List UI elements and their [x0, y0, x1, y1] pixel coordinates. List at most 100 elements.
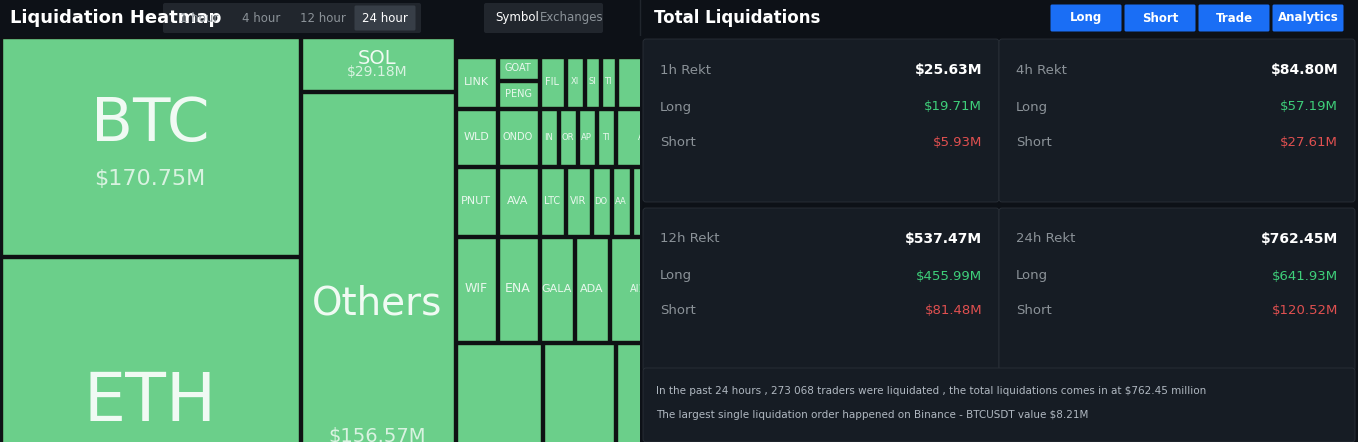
Text: FIL: FIL — [545, 77, 559, 87]
FancyBboxPatch shape — [617, 110, 671, 164]
Text: Analytics: Analytics — [1278, 11, 1339, 24]
Text: VIR: VIR — [570, 196, 587, 206]
FancyBboxPatch shape — [301, 38, 454, 89]
Text: IN: IN — [545, 133, 553, 141]
FancyBboxPatch shape — [540, 237, 573, 340]
Text: Exchanges: Exchanges — [540, 11, 604, 24]
FancyBboxPatch shape — [540, 168, 564, 235]
Text: Short: Short — [660, 136, 695, 149]
Text: PENG: PENG — [505, 89, 531, 99]
FancyBboxPatch shape — [456, 110, 496, 164]
Text: Short: Short — [1142, 11, 1179, 24]
Text: Long: Long — [1070, 11, 1103, 24]
Text: WIF: WIF — [464, 282, 488, 296]
Text: GOAT: GOAT — [505, 63, 531, 73]
FancyBboxPatch shape — [498, 168, 538, 235]
Text: Short: Short — [1016, 136, 1051, 149]
FancyBboxPatch shape — [618, 57, 671, 107]
Text: 24 hour: 24 hour — [363, 11, 407, 24]
Text: LINK: LINK — [463, 77, 489, 87]
FancyBboxPatch shape — [483, 3, 603, 33]
FancyBboxPatch shape — [301, 92, 454, 442]
Text: $29.18M: $29.18M — [348, 65, 407, 79]
FancyBboxPatch shape — [498, 57, 538, 79]
Text: $57.19M: $57.19M — [1281, 100, 1338, 114]
Text: AI16: AI16 — [630, 284, 652, 294]
FancyBboxPatch shape — [498, 81, 538, 107]
FancyBboxPatch shape — [585, 57, 599, 107]
Text: XI: XI — [570, 77, 579, 87]
Text: FA: FA — [646, 197, 656, 206]
Text: 4 hour: 4 hour — [242, 11, 280, 24]
Text: GALA: GALA — [542, 284, 572, 294]
Text: PNUT: PNUT — [460, 196, 492, 206]
FancyBboxPatch shape — [540, 57, 564, 107]
Text: $156.57M: $156.57M — [329, 427, 426, 442]
FancyBboxPatch shape — [642, 208, 999, 371]
FancyBboxPatch shape — [598, 110, 614, 164]
FancyBboxPatch shape — [592, 168, 610, 235]
Text: Short: Short — [1016, 305, 1051, 317]
Text: $19.71M: $19.71M — [925, 100, 982, 114]
FancyBboxPatch shape — [498, 237, 538, 340]
Text: $762.45M: $762.45M — [1260, 232, 1338, 246]
Text: 1h Rekt: 1h Rekt — [660, 64, 712, 76]
Text: $537.47M: $537.47M — [904, 232, 982, 246]
Text: DO: DO — [595, 197, 607, 206]
Text: 12h Rekt: 12h Rekt — [660, 232, 720, 245]
Text: The largest single liquidation order happened on Binance - BTCUSDT value $8.21M: The largest single liquidation order hap… — [656, 410, 1088, 420]
FancyBboxPatch shape — [566, 168, 589, 235]
Text: ADA: ADA — [580, 284, 603, 294]
FancyBboxPatch shape — [576, 237, 607, 340]
Text: Long: Long — [660, 270, 693, 282]
Text: In the past 24 hours , 273 068 traders were liquidated , the total liquidations : In the past 24 hours , 273 068 traders w… — [656, 386, 1206, 396]
FancyBboxPatch shape — [642, 39, 999, 202]
Text: Symbol: Symbol — [496, 11, 539, 24]
FancyBboxPatch shape — [163, 3, 421, 33]
FancyBboxPatch shape — [602, 57, 615, 107]
FancyBboxPatch shape — [999, 39, 1355, 202]
Text: M: M — [641, 77, 648, 87]
FancyBboxPatch shape — [456, 168, 496, 235]
FancyBboxPatch shape — [999, 208, 1355, 371]
Text: 12 hour: 12 hour — [300, 11, 346, 24]
Text: $25.63M: $25.63M — [914, 63, 982, 77]
FancyBboxPatch shape — [540, 110, 557, 164]
Text: Short: Short — [660, 305, 695, 317]
Text: TI: TI — [604, 77, 611, 87]
Text: WLD: WLD — [463, 132, 489, 142]
Text: Long: Long — [1016, 270, 1048, 282]
FancyBboxPatch shape — [579, 110, 595, 164]
FancyBboxPatch shape — [1124, 4, 1195, 31]
Text: TI: TI — [602, 133, 610, 141]
FancyBboxPatch shape — [498, 110, 538, 164]
Text: $84.80M: $84.80M — [1270, 63, 1338, 77]
FancyBboxPatch shape — [1051, 4, 1122, 31]
Text: AP: AP — [638, 133, 649, 141]
Text: Liquidation Heatmap: Liquidation Heatmap — [10, 9, 221, 27]
Text: $170.75M: $170.75M — [94, 169, 205, 189]
Text: $27.61M: $27.61M — [1281, 136, 1338, 149]
FancyBboxPatch shape — [566, 57, 583, 107]
Text: 24h Rekt: 24h Rekt — [1016, 232, 1076, 245]
FancyBboxPatch shape — [559, 110, 576, 164]
FancyBboxPatch shape — [612, 168, 630, 235]
Text: $120.52M: $120.52M — [1271, 305, 1338, 317]
Text: Long: Long — [1016, 100, 1048, 114]
Text: $5.93M: $5.93M — [933, 136, 982, 149]
FancyBboxPatch shape — [456, 57, 496, 107]
Text: $641.93M: $641.93M — [1272, 270, 1338, 282]
Text: AP: AP — [581, 133, 592, 141]
Text: AA: AA — [615, 197, 627, 206]
FancyBboxPatch shape — [642, 368, 1355, 442]
Text: ENA: ENA — [505, 282, 531, 296]
Text: $455.99M: $455.99M — [915, 270, 982, 282]
Text: AVA: AVA — [508, 196, 528, 206]
Text: Total Liquidations: Total Liquidations — [655, 9, 820, 27]
Text: 1 hour: 1 hour — [179, 11, 219, 24]
Text: BTC: BTC — [91, 95, 209, 153]
FancyBboxPatch shape — [456, 343, 540, 442]
Text: LTC: LTC — [545, 196, 559, 206]
Text: Trade: Trade — [1215, 11, 1252, 24]
FancyBboxPatch shape — [611, 237, 671, 340]
